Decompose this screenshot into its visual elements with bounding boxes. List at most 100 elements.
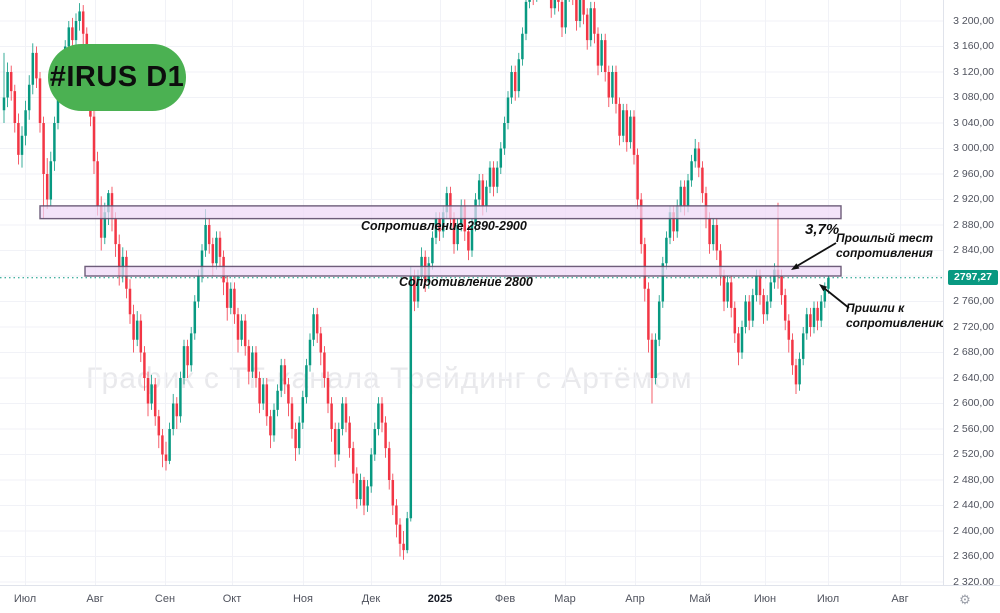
time-tick-label: Июл — [13, 593, 37, 605]
candle-body — [175, 403, 179, 417]
candle-body — [787, 320, 791, 340]
candle-body — [747, 301, 751, 321]
candle-body — [647, 288, 650, 340]
candle-body — [445, 193, 449, 213]
price-tick-label: 2 520,00 — [953, 448, 994, 460]
candle-body — [359, 480, 362, 500]
symbol-badge[interactable]: #IRUS D1 — [48, 44, 186, 111]
price-tick-label: 2 400,00 — [953, 524, 994, 537]
candle-body — [323, 352, 326, 378]
resistance-lower-label[interactable]: Сопротивление 2800 — [399, 275, 533, 289]
candle-body — [355, 473, 359, 500]
candle-body — [744, 301, 747, 327]
candle-body — [315, 314, 319, 334]
candle-body — [251, 352, 254, 372]
candle-body — [348, 422, 351, 449]
candle-body — [582, 0, 585, 15]
candle-body — [438, 218, 441, 232]
candle-body — [53, 123, 56, 162]
candle-body — [765, 301, 769, 315]
candle-body — [391, 480, 395, 506]
candle-body — [823, 288, 827, 302]
candle-body — [197, 276, 200, 302]
candle-body — [402, 543, 405, 551]
chart-plot-area[interactable]: График с ТГ-канала Трейдинг с Артёмом #I… — [0, 0, 943, 585]
percent-annotation[interactable]: 3,7% — [805, 221, 840, 238]
candle-body — [92, 116, 96, 162]
candle-body — [114, 218, 117, 245]
candle-body — [27, 84, 31, 111]
price-tick-label: 2 880,00 — [953, 218, 994, 231]
candle-body — [416, 276, 420, 302]
time-tick-label: Фев — [494, 593, 516, 605]
time-tick-label: Авг — [891, 593, 909, 605]
candle-body — [49, 161, 53, 200]
candle-body — [654, 339, 657, 378]
candle-body — [45, 174, 49, 200]
candle-body — [395, 505, 398, 525]
candle-body — [330, 403, 333, 429]
gear-icon[interactable]: ⚙ — [959, 592, 971, 607]
candle-body — [693, 148, 697, 162]
candle-body — [632, 116, 636, 155]
candle-body — [189, 333, 193, 366]
resistance-zone[interactable] — [39, 205, 842, 220]
candle-body — [287, 384, 290, 404]
candle-body — [171, 403, 175, 429]
candle-body — [495, 167, 499, 187]
candle-body — [560, 1, 564, 28]
time-tick-label: Авг — [86, 593, 104, 605]
candle-body — [812, 307, 816, 327]
candle-body — [798, 358, 801, 385]
candle-body — [215, 237, 218, 264]
candle-body — [769, 282, 773, 302]
candle-body — [719, 250, 722, 276]
candle-body — [153, 384, 157, 417]
candle-body — [456, 225, 459, 245]
candle-body — [441, 212, 445, 232]
candle-body — [503, 123, 506, 149]
candle-body — [603, 40, 607, 72]
past-test-annotation[interactable]: Прошлый тест сопротивления — [836, 231, 933, 260]
price-tick-label: 2 760,00 — [953, 295, 994, 307]
candle-body — [139, 320, 143, 353]
candle-body — [549, 0, 553, 9]
candle-body — [611, 72, 614, 98]
time-tick-label: Июл — [816, 593, 840, 605]
candle-body — [182, 346, 186, 378]
arrow-past-test[interactable] — [796, 242, 837, 267]
candle-body — [665, 237, 668, 264]
price-scale[interactable]: 2797,27 3 200,00 3 160,00 3 120,00 3 080,00… — [943, 0, 1000, 588]
candle-body — [816, 307, 819, 321]
candle-body — [143, 352, 146, 378]
candle-body — [589, 8, 593, 41]
symbol-badge-label: #IRUS D1 — [49, 61, 185, 93]
time-scale[interactable]: ⚙ Июл Авг Сен Окт Ноя Дек 2025 Фев Мар Апр Май Июн И… — [0, 585, 1000, 613]
candle-body — [103, 212, 107, 238]
candle-body — [384, 422, 387, 449]
candle-body — [157, 416, 161, 436]
price-tick-label: 2 360,00 — [953, 550, 994, 562]
candle-body — [639, 199, 643, 245]
candle-body — [762, 295, 765, 315]
candle-body — [35, 52, 38, 79]
candle-body — [488, 167, 492, 187]
candle-body — [247, 346, 251, 372]
candle-body — [107, 193, 110, 213]
candle-body — [783, 295, 787, 321]
resistance-zone[interactable] — [84, 265, 842, 277]
candle-body — [74, 21, 78, 41]
candle-body — [81, 11, 85, 34]
candle-body — [398, 524, 402, 544]
arrow-arrived[interactable] — [823, 287, 850, 309]
candle-body — [207, 225, 211, 245]
candle-body — [369, 454, 373, 487]
candle-body — [20, 135, 24, 155]
arrived-annotation[interactable]: Пришли к сопротивлению — [846, 301, 943, 330]
candle-body — [24, 110, 27, 136]
candle-body — [236, 314, 240, 340]
price-tick-label: 2 320,00 — [953, 575, 994, 588]
candle-body — [729, 282, 733, 308]
resistance-upper-label[interactable]: Сопротивление 2890-2900 — [361, 219, 527, 233]
candle-body — [200, 250, 204, 276]
